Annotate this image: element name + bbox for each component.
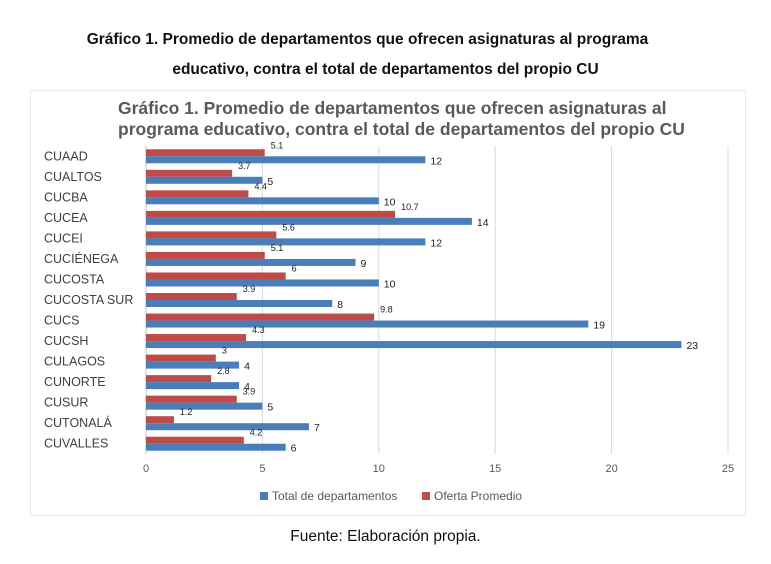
category-label: CUCBA bbox=[44, 190, 88, 204]
bar-total-departamentos bbox=[146, 341, 682, 349]
data-label-total: 7 bbox=[314, 422, 320, 434]
data-label-total: 10 bbox=[384, 196, 396, 208]
data-label-total: 4 bbox=[244, 361, 250, 373]
source-note: Fuente: Elaboración propia. bbox=[290, 528, 481, 545]
bar-oferta-promedio bbox=[146, 210, 396, 218]
data-label-oferta: 2.8 bbox=[217, 366, 230, 376]
bar-oferta-promedio bbox=[146, 272, 286, 280]
bar-total-departamentos bbox=[146, 176, 263, 184]
bar-oferta-promedio bbox=[146, 395, 237, 403]
data-label-total: 4 bbox=[244, 381, 250, 393]
chart-title-line2: programa educativo, contra el total de d… bbox=[118, 119, 685, 139]
x-tick-label: 10 bbox=[373, 463, 385, 475]
category-label: CUALTOS bbox=[44, 170, 102, 184]
bar-total-departamentos bbox=[146, 300, 333, 307]
category-label: CUCS bbox=[44, 314, 79, 328]
data-label-oferta: 5.6 bbox=[282, 222, 295, 232]
bar-oferta-promedio bbox=[146, 190, 249, 198]
data-label-total: 8 bbox=[337, 299, 343, 311]
bar-oferta-promedio bbox=[146, 149, 265, 157]
category-label: CUSUR bbox=[44, 396, 88, 410]
x-tick-label: 25 bbox=[722, 463, 734, 475]
x-tick-label: 0 bbox=[143, 463, 149, 475]
data-label-oferta: 3.9 bbox=[243, 387, 256, 397]
bar-total-departamentos bbox=[146, 402, 263, 410]
bar-total-departamentos bbox=[146, 217, 472, 225]
bar-oferta-promedio bbox=[146, 231, 277, 239]
data-label-oferta: 4.2 bbox=[250, 428, 263, 438]
bar-oferta-promedio bbox=[146, 436, 244, 444]
category-label: CUCOSTA SUR bbox=[44, 293, 133, 307]
bar-oferta-promedio bbox=[146, 375, 212, 383]
bar-total-departamentos bbox=[146, 258, 356, 266]
data-label-oferta: 5.1 bbox=[271, 243, 284, 253]
bar-total-departamentos bbox=[146, 197, 379, 205]
category-label: CUCEA bbox=[44, 211, 88, 225]
category-label: CUCSH bbox=[44, 334, 88, 348]
legend-swatch bbox=[260, 492, 268, 500]
data-label-total: 5 bbox=[267, 176, 273, 188]
data-label-total: 14 bbox=[477, 217, 489, 229]
bar-total-departamentos bbox=[146, 382, 240, 390]
data-label-total: 23 bbox=[686, 340, 698, 352]
data-label-oferta: 4.3 bbox=[252, 325, 265, 335]
bar-total-departamentos bbox=[146, 443, 286, 451]
legend-label: Total de departamentos bbox=[272, 489, 397, 503]
data-label-oferta: 10.7 bbox=[401, 202, 419, 212]
data-label-total: 19 bbox=[593, 320, 605, 332]
bar-oferta-promedio bbox=[146, 169, 233, 177]
data-label-total: 9 bbox=[361, 258, 367, 270]
bar-total-departamentos bbox=[146, 423, 309, 431]
category-label: CUCOSTA bbox=[44, 272, 105, 286]
data-label-oferta: 6 bbox=[292, 263, 297, 273]
category-label: CUVALLES bbox=[44, 437, 108, 451]
category-label: CUAAD bbox=[44, 149, 88, 163]
bar-total-departamentos bbox=[146, 361, 240, 369]
bar-total-departamentos bbox=[146, 279, 379, 287]
data-label-oferta: 3 bbox=[222, 346, 227, 356]
data-label-total: 10 bbox=[384, 278, 396, 290]
data-label-oferta: 3.7 bbox=[238, 161, 251, 171]
legend-label: Oferta Promedio bbox=[434, 489, 522, 503]
bar-oferta-promedio bbox=[146, 251, 265, 259]
chart-title-line1: Gráfico 1. Promedio de departamentos que… bbox=[118, 98, 667, 118]
category-label: CUCEI bbox=[44, 231, 83, 245]
category-label: CUNORTE bbox=[44, 375, 106, 389]
data-label-total: 5 bbox=[267, 402, 273, 414]
bar-total-departamentos bbox=[146, 238, 426, 246]
x-tick-label: 5 bbox=[259, 463, 265, 475]
bar-oferta-promedio bbox=[146, 293, 237, 300]
data-label-total: 6 bbox=[291, 443, 297, 455]
category-label: CUTONALÁ bbox=[44, 415, 113, 430]
category-label: CULAGOS bbox=[44, 355, 105, 369]
bar-oferta-promedio bbox=[146, 354, 216, 362]
x-tick-label: 15 bbox=[489, 463, 501, 475]
data-label-oferta: 4.4 bbox=[254, 181, 267, 191]
bar-oferta-promedio bbox=[146, 313, 375, 321]
bar-total-departamentos bbox=[146, 320, 589, 328]
legend-swatch bbox=[422, 492, 430, 500]
data-label-oferta: 1.2 bbox=[180, 407, 193, 417]
chart-frame bbox=[30, 90, 746, 516]
data-label-oferta: 3.9 bbox=[243, 284, 256, 294]
document-title-line2: educativo, contra el total de departamen… bbox=[172, 61, 599, 78]
data-label-oferta: 5.1 bbox=[271, 140, 284, 150]
x-tick-label: 20 bbox=[605, 463, 617, 475]
bar-total-departamentos bbox=[146, 156, 426, 164]
bar-oferta-promedio bbox=[146, 334, 247, 342]
data-label-total: 12 bbox=[430, 237, 442, 249]
category-label: CUCIÉNEGA bbox=[44, 251, 119, 266]
bar-oferta-promedio bbox=[146, 416, 174, 424]
data-label-total: 12 bbox=[430, 155, 442, 167]
data-label-oferta: 9.8 bbox=[380, 305, 393, 315]
document-title-line1: Gráfico 1. Promedio de departamentos que… bbox=[86, 31, 649, 48]
